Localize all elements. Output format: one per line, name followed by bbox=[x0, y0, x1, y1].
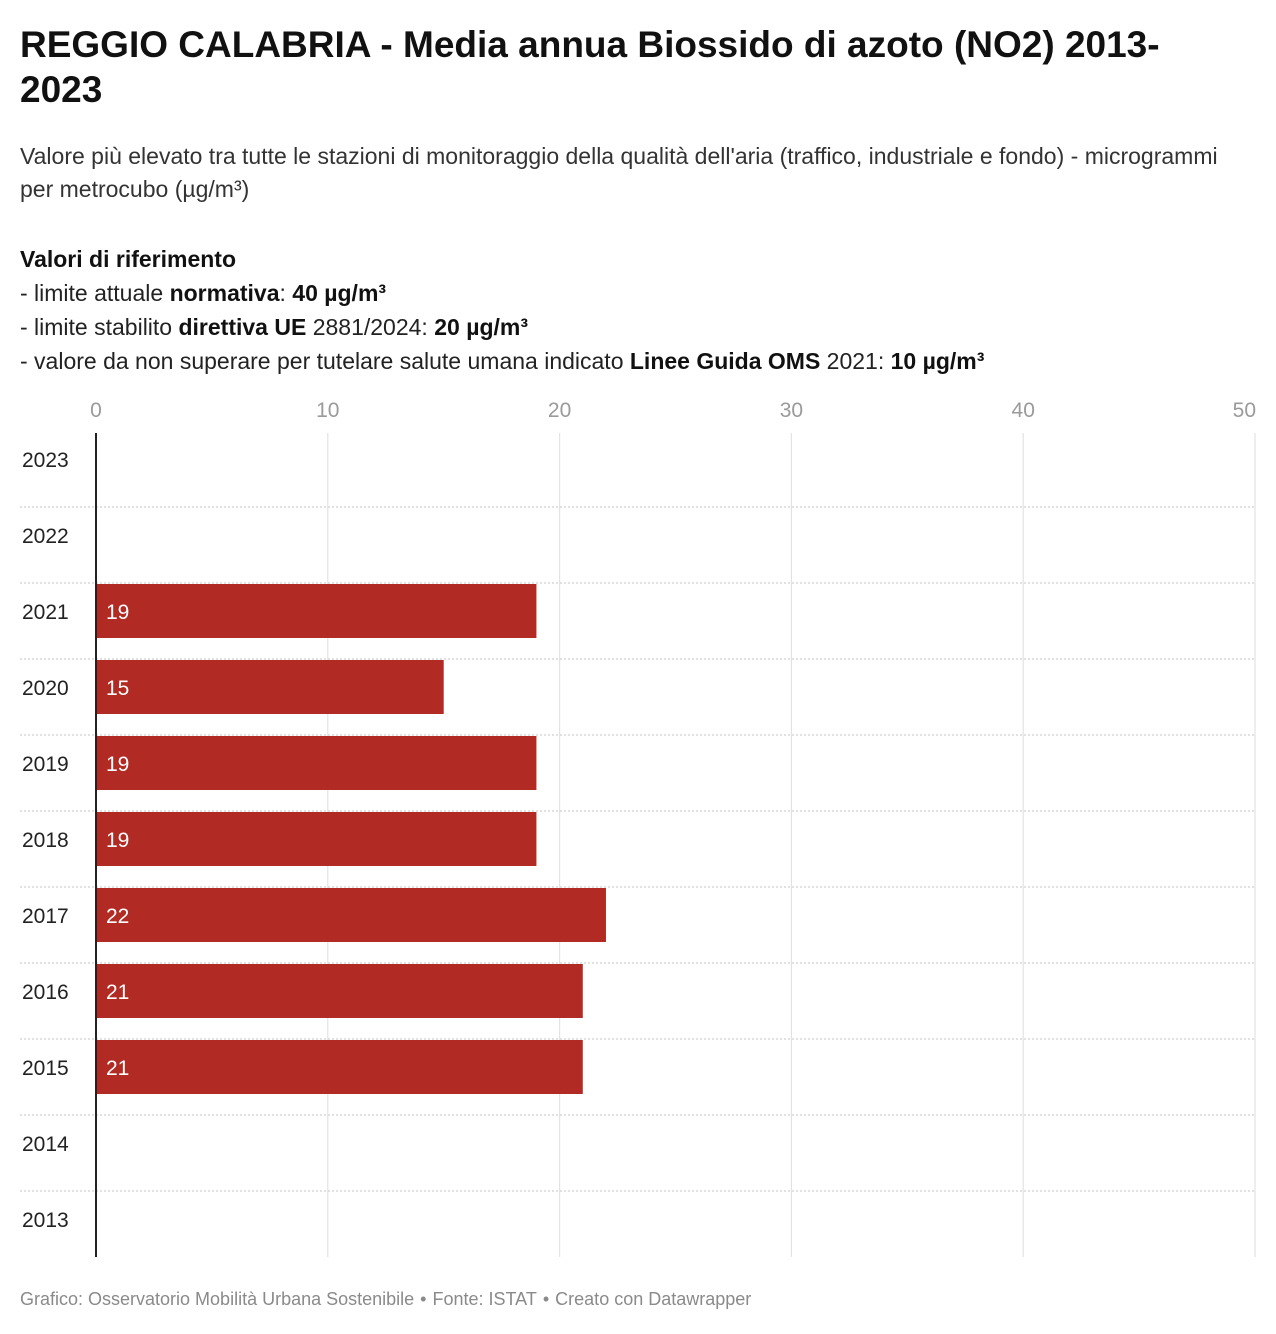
footer-source: Fonte: ISTAT bbox=[432, 1289, 537, 1309]
reference-item-direttiva-ue: - limite stabilito direttiva UE 2881/202… bbox=[20, 314, 528, 340]
data-label-2018: 19 bbox=[106, 829, 129, 852]
bar-2015 bbox=[96, 1040, 583, 1094]
bar-2019 bbox=[96, 736, 537, 790]
footer-credit: Grafico: Osservatorio Mobilità Urbana So… bbox=[20, 1289, 415, 1309]
y-category-label-2023: 2023 bbox=[22, 449, 69, 472]
reference-item-oms: - valore da non superare per tutelare sa… bbox=[20, 348, 985, 374]
y-category-label-2021: 2021 bbox=[22, 601, 69, 624]
y-category-label-2014: 2014 bbox=[22, 1133, 69, 1156]
bar-2020 bbox=[96, 660, 444, 714]
y-category-label-2016: 2016 bbox=[22, 981, 69, 1004]
data-label-2020: 15 bbox=[106, 677, 129, 700]
x-tick-label-40: 40 bbox=[1012, 399, 1035, 422]
footer-separator-1: • bbox=[420, 1289, 427, 1309]
x-tick-label-50: 50 bbox=[1233, 399, 1256, 422]
y-category-label-2019: 2019 bbox=[22, 753, 69, 776]
footer-tool: Creato con Datawrapper bbox=[555, 1289, 752, 1309]
x-tick-label-20: 20 bbox=[548, 399, 571, 422]
y-category-label-2018: 2018 bbox=[22, 829, 69, 852]
data-label-2015: 21 bbox=[106, 1057, 129, 1080]
y-category-label-2015: 2015 bbox=[22, 1057, 69, 1080]
y-category-label-2017: 2017 bbox=[22, 905, 69, 928]
chart-subtitle: Valore più elevato tra tutte le stazioni… bbox=[20, 143, 1218, 202]
chart-title: REGGIO CALABRIA - Media annua Biossido d… bbox=[20, 24, 1160, 110]
bar-2016 bbox=[96, 964, 583, 1018]
bar-2018 bbox=[96, 812, 537, 866]
y-category-label-2022: 2022 bbox=[22, 525, 69, 548]
x-tick-label-10: 10 bbox=[316, 399, 339, 422]
bar-chart: 0 10 20 30 40 50 2023 2022 2021 19 2020 15 2019 19 201… bbox=[20, 399, 1256, 1257]
y-category-label-2020: 2020 bbox=[22, 677, 69, 700]
reference-heading: Valori di riferimento bbox=[20, 246, 236, 272]
x-tick-label-30: 30 bbox=[780, 399, 803, 422]
bar-2021 bbox=[96, 584, 537, 638]
data-label-2019: 19 bbox=[106, 753, 129, 776]
y-category-label-2013: 2013 bbox=[22, 1209, 69, 1232]
data-label-2017: 22 bbox=[106, 905, 129, 928]
data-label-2016: 21 bbox=[106, 981, 129, 1004]
bar-2017 bbox=[96, 888, 606, 942]
footer-separator-2: • bbox=[542, 1289, 550, 1309]
reference-item-normativa: - limite attuale normativa: 40 µg/m³ bbox=[20, 280, 387, 306]
reference-values: Valori di riferimento - limite attuale n… bbox=[20, 242, 1260, 378]
x-tick-label-0: 0 bbox=[90, 399, 102, 422]
data-label-2021: 19 bbox=[106, 601, 129, 624]
chart-footer: Grafico: Osservatorio Mobilità Urbana So… bbox=[20, 1289, 751, 1310]
